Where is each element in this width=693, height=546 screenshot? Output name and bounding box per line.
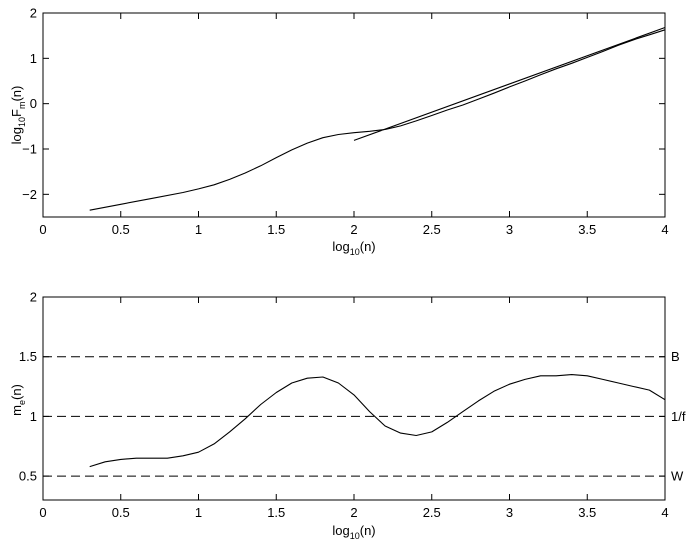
top-y-axis-label: log10Fm(n) bbox=[9, 86, 27, 145]
bottom-y-tick-label: 0.5 bbox=[19, 469, 37, 484]
top-panel: 0 0.5 1 1.5 2 2.5 3 3.5 4 −2 −1 0 1 2 log10(n) log10… bbox=[9, 6, 669, 258]
bottom-y-tick-labels: 0.5 1 1.5 2 bbox=[19, 290, 37, 484]
bottom-reference-lines: B 1/f W bbox=[43, 349, 686, 484]
bottom-x-tick-label: 2 bbox=[350, 505, 357, 520]
bottom-panel: B 1/f W 0 0.5 1 1.5 2 2.5 3 3.5 4 0.5 1 1.5 2 log10(n… bbox=[9, 290, 686, 542]
bottom-series bbox=[89, 374, 666, 468]
bottom-x-tick-label: 4 bbox=[661, 505, 668, 520]
top-x-axis-label: log10(n) bbox=[332, 239, 375, 257]
top-x-tick-label: 2 bbox=[350, 222, 357, 237]
bottom-x-tick-label: 3.5 bbox=[578, 505, 596, 520]
bottom-tick-marks bbox=[42, 296, 666, 500]
top-y-tick-label: −1 bbox=[22, 142, 37, 157]
bottom-y-tick-label: 1 bbox=[30, 409, 37, 424]
top-y-tick-labels: −2 −1 0 1 2 bbox=[22, 6, 37, 202]
top-series bbox=[89, 26, 666, 211]
top-plot-frame bbox=[42, 12, 666, 218]
bottom-reference-label: 1/f bbox=[671, 409, 686, 424]
top-x-tick-label: 1 bbox=[195, 222, 202, 237]
bottom-y-tick-label: 1.5 bbox=[19, 349, 37, 364]
bottom-x-tick-label: 2.5 bbox=[423, 505, 441, 520]
bottom-reference-label: W bbox=[671, 469, 684, 484]
top-y-tick-label: 1 bbox=[30, 51, 37, 66]
bottom-x-tick-labels: 0 0.5 1 1.5 2 2.5 3 3.5 4 bbox=[39, 505, 668, 520]
top-x-tick-labels: 0 0.5 1 1.5 2 2.5 3 3.5 4 bbox=[39, 222, 668, 237]
bottom-x-tick-label: 0.5 bbox=[112, 505, 130, 520]
bottom-x-tick-label: 3 bbox=[506, 505, 513, 520]
bottom-plot-frame bbox=[42, 296, 666, 501]
bottom-y-axis-label: me(n) bbox=[9, 384, 27, 416]
top-y-tick-label: 2 bbox=[30, 6, 37, 21]
top-series-line-1 bbox=[89, 29, 666, 211]
top-y-tick-label: −2 bbox=[22, 187, 37, 202]
top-series-line-2 bbox=[353, 26, 666, 141]
top-x-tick-label: 1.5 bbox=[267, 222, 285, 237]
bottom-x-tick-label: 1 bbox=[195, 505, 202, 520]
top-x-tick-label: 3.5 bbox=[578, 222, 596, 237]
bottom-x-tick-label: 0 bbox=[39, 505, 46, 520]
bottom-y-tick-label: 2 bbox=[30, 290, 37, 305]
bottom-series-line-1 bbox=[89, 374, 666, 468]
bottom-x-axis-label: log10(n) bbox=[332, 523, 375, 541]
top-x-tick-label: 3 bbox=[506, 222, 513, 237]
bottom-reference-label: B bbox=[671, 349, 680, 364]
top-x-tick-label: 0.5 bbox=[112, 222, 130, 237]
top-x-tick-label: 2.5 bbox=[423, 222, 441, 237]
top-x-tick-label: 0 bbox=[39, 222, 46, 237]
top-x-tick-label: 4 bbox=[661, 222, 668, 237]
top-tick-marks bbox=[42, 12, 666, 217]
bottom-x-tick-label: 1.5 bbox=[267, 505, 285, 520]
top-y-tick-label: 0 bbox=[30, 96, 37, 111]
